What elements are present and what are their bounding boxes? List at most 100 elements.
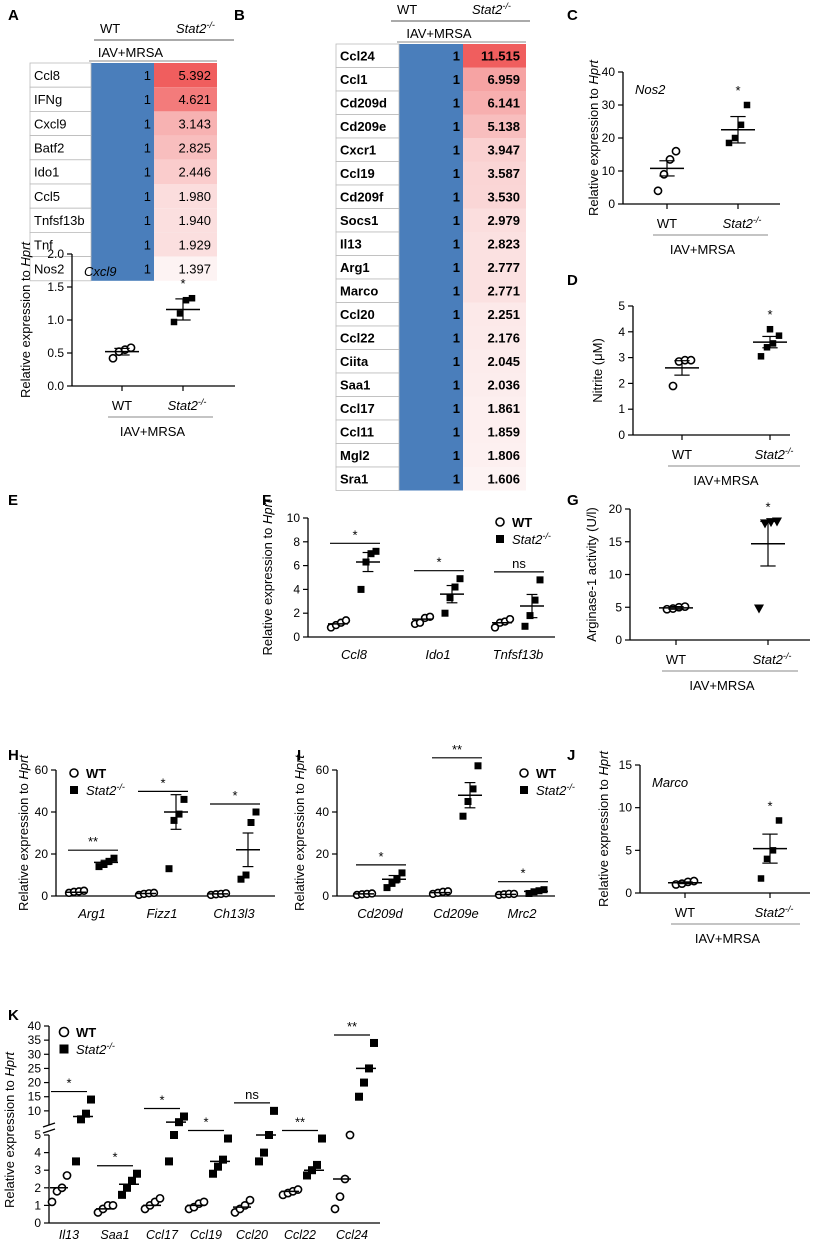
- ko-point: [464, 798, 472, 805]
- ko-point: [725, 139, 733, 147]
- heatmap-ko-cell: [463, 255, 526, 279]
- ko-point: [242, 871, 250, 879]
- condition-label: IAV+MRSA: [695, 931, 760, 946]
- ko-point: [372, 547, 380, 555]
- heatmap-wt-value: 1: [453, 307, 460, 322]
- heatmap-row-label: Cd209f: [340, 189, 384, 204]
- heatmap-ko-cell: [463, 208, 526, 232]
- ko-point: [176, 310, 184, 317]
- y-tick-label: 8: [293, 535, 300, 549]
- heatmap-ko-value: 1.861: [487, 401, 520, 416]
- ko-tick-label: Stat2-/-: [723, 215, 762, 231]
- heatmap-row-label: Ccl24: [340, 48, 375, 63]
- heatmap-wt-value: 1: [144, 68, 151, 83]
- heatmap-ko-value: 2.251: [487, 307, 520, 322]
- category-label: Fizz1: [146, 906, 177, 921]
- ko-point: [313, 1160, 321, 1169]
- heatmap-ko-value: 1.397: [178, 262, 211, 277]
- ko-point: [82, 1109, 90, 1118]
- heatmap-ko-cell: [463, 67, 526, 91]
- heatmap-ko-value: 11.515: [481, 48, 520, 63]
- y-tick-label: 35: [28, 1033, 42, 1047]
- category-label: Ido1: [425, 647, 450, 662]
- wt-point: [79, 886, 89, 895]
- heatmap-ko-value: 1.940: [178, 213, 211, 228]
- y-tick-label: 5: [615, 600, 622, 614]
- wt-point: [62, 1171, 72, 1180]
- wt-point: [443, 887, 453, 896]
- heatmap-ko-cell: [463, 373, 526, 397]
- heatmap-ko-value: 5.392: [178, 68, 211, 83]
- heatmap-wt-value: 1: [453, 330, 460, 345]
- y-tick-label: 60: [316, 763, 330, 777]
- ko-point: [469, 785, 477, 793]
- category-label: Cd209e: [433, 906, 479, 921]
- ko-point: [536, 576, 544, 584]
- heatmap-row-label: Batf2: [34, 141, 64, 156]
- ko-tick-label: Stat2-/-: [755, 446, 794, 462]
- y-tick-label: 15: [28, 1090, 42, 1104]
- significance-marker: *: [66, 1076, 71, 1091]
- ko-point: [398, 869, 406, 877]
- y-axis-label: Relative expression to Hprt: [586, 59, 601, 216]
- ko-point: [128, 1176, 136, 1185]
- heatmap-row-label: Ccl17: [340, 401, 375, 416]
- y-tick-label: 0: [618, 428, 625, 442]
- significance-marker: *: [352, 527, 357, 542]
- wt-point: [58, 1026, 70, 1038]
- heatmap-ko-cell: [154, 159, 217, 184]
- axis-break-mark: [42, 1128, 56, 1134]
- ko-point: [303, 1171, 311, 1180]
- ko-point: [118, 1190, 126, 1199]
- significance-marker: **: [347, 1019, 357, 1034]
- heatmap-wt-value: 1: [144, 189, 151, 204]
- y-tick-label: 25: [28, 1061, 42, 1075]
- ko-point: [757, 353, 765, 360]
- heatmap-ko-cell: [463, 396, 526, 420]
- heatmap-ko-cell: [463, 91, 526, 115]
- wt-point: [108, 1201, 118, 1210]
- heatmap-ko-cell: [463, 138, 526, 162]
- ko-point: [219, 1155, 227, 1164]
- panel-title: Cxcl9: [84, 264, 117, 279]
- y-axis-label: Relative expression to Hprt: [292, 754, 307, 911]
- wt-point: [341, 616, 351, 625]
- heatmap-label-cell: [29, 159, 92, 185]
- ko-point: [170, 318, 178, 326]
- heatmap-ko-cell: [463, 185, 526, 209]
- y-tick-label: 60: [35, 763, 49, 777]
- heatmap-wt-value: 1: [453, 377, 460, 392]
- legend-ko: Stat2-/-: [76, 1041, 115, 1057]
- heatmap-label-cell: [29, 256, 92, 282]
- heatmap-row-label: Saa1: [340, 377, 370, 392]
- category-label: Ccl19: [190, 1228, 222, 1242]
- ko-point: [474, 762, 482, 770]
- y-tick-label: 4: [34, 1146, 41, 1160]
- ko-point: [731, 134, 739, 142]
- ko-point: [446, 594, 454, 602]
- heatmap-ko-value: 2.777: [487, 260, 520, 275]
- heatmap-ko-value: 2.036: [487, 377, 520, 392]
- y-tick-label: 10: [609, 568, 623, 582]
- ko-point: [540, 886, 548, 894]
- y-tick-label: 20: [35, 847, 49, 861]
- condition-label: IAV+MRSA: [670, 242, 735, 257]
- significance-marker: *: [735, 83, 740, 98]
- heatmap-ko-cell: [463, 114, 526, 138]
- heatmap-ko-cell: [154, 87, 217, 112]
- y-tick-label: 0: [322, 889, 329, 903]
- significance-marker: *: [767, 798, 772, 813]
- heatmap-row-label: Socs1: [340, 213, 378, 228]
- y-tick-label: 15: [619, 758, 633, 772]
- ko-point: [763, 855, 771, 863]
- heatmap-row-label: Ccl11: [340, 424, 374, 439]
- ko-tick-label: Stat2-/-: [753, 651, 792, 667]
- heatmap-ko-value: 2.446: [178, 165, 211, 180]
- heatmap-wt-value: 1: [453, 142, 460, 157]
- heatmap-label-cell: [29, 135, 92, 161]
- y-tick-label: 1.0: [47, 313, 64, 327]
- ko-point: [357, 585, 365, 593]
- wt-point: [293, 1185, 303, 1194]
- significance-marker: *: [160, 775, 165, 790]
- heatmap-header-wt: WT: [397, 2, 417, 17]
